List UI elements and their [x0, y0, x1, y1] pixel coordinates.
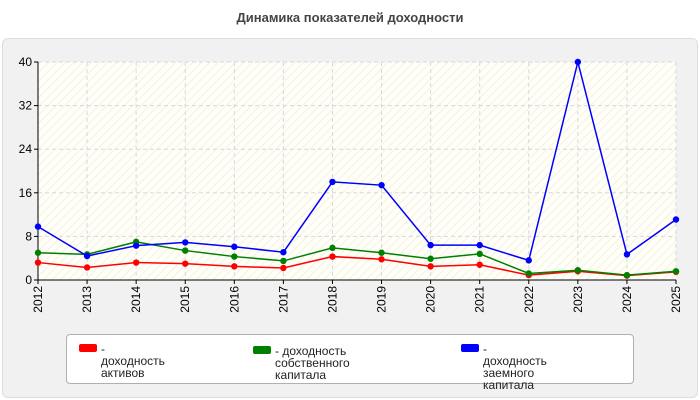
data-point-series-2 [378, 249, 385, 256]
x-tick-label: 2012 [31, 286, 45, 313]
x-tick-label: 2021 [473, 286, 487, 313]
series-line-1 [37, 255, 677, 277]
data-point-series-1 [83, 264, 91, 271]
x-tick-label: 2024 [620, 286, 634, 313]
data-point-series-3 [574, 58, 582, 66]
data-point-series-3 [623, 251, 631, 258]
legend-swatch-assets [79, 344, 97, 352]
data-point-series-1 [427, 263, 434, 270]
data-point-series-2 [34, 249, 42, 256]
data-point-series-1 [280, 264, 287, 272]
x-tick-label: 2016 [227, 286, 241, 313]
x-tick-label: 2025 [669, 286, 683, 313]
y-tick-label: 40 [19, 55, 33, 69]
data-point-series-2 [672, 268, 680, 275]
data-point-series-1 [34, 259, 42, 266]
legend-label-assets: - доходность активов [101, 342, 165, 380]
data-point-series-3 [83, 252, 91, 260]
x-tick-label: 2022 [522, 286, 536, 313]
data-point-series-1 [231, 263, 238, 270]
data-point-series-1 [329, 253, 336, 260]
x-tick-label: 2023 [571, 286, 585, 313]
series-lines [34, 58, 680, 279]
data-point-series-3 [280, 249, 287, 256]
axes [34, 61, 677, 284]
data-point-series-3 [34, 223, 42, 230]
data-point-series-1 [132, 259, 140, 266]
data-point-series-2 [623, 271, 631, 279]
chart-title: Динамика показателей доходности [236, 10, 464, 25]
data-point-series-3 [378, 181, 385, 189]
data-point-series-2 [329, 244, 336, 252]
series-line-2 [37, 241, 677, 276]
legend-label-debt: - доходность заемного капитала [483, 342, 547, 392]
x-tick-label: 2013 [80, 286, 94, 313]
data-point-series-2 [476, 250, 483, 258]
y-tick-label: 24 [19, 142, 33, 156]
x-tick-label: 2018 [325, 286, 339, 313]
y-tick-label: 8 [25, 229, 32, 243]
x-tick-label: 2019 [375, 286, 389, 313]
x-tick-label: 2015 [178, 286, 192, 313]
y-tick-label: 32 [19, 99, 33, 113]
data-point-series-3 [525, 257, 532, 264]
tick-labels: 0 8 16 24 32 40 2012 2013 2014 2015 2016 2017 2018 20… [19, 55, 683, 313]
legend-label-equity: - доходность собственного капитала [275, 344, 350, 382]
data-point-series-3 [476, 241, 483, 249]
data-point-series-2 [231, 253, 238, 260]
x-tick-label: 2017 [276, 286, 290, 313]
series-line-3 [37, 61, 677, 262]
data-point-series-1 [476, 261, 483, 268]
legend-swatch-debt [461, 344, 479, 352]
data-point-series-2 [574, 266, 582, 274]
data-point-series-1 [182, 260, 189, 267]
legend: - доходность активов - доходность собств… [66, 334, 634, 391]
x-tick-label: 2020 [424, 286, 438, 313]
data-point-series-2 [280, 257, 287, 265]
grid-lines [38, 61, 677, 280]
data-point-series-2 [182, 247, 189, 254]
data-point-series-3 [132, 242, 140, 249]
data-point-series-2 [525, 270, 532, 277]
y-tick-label: 16 [19, 186, 33, 200]
data-point-series-1 [378, 256, 385, 263]
data-point-series-3 [182, 239, 189, 246]
data-point-series-3 [231, 243, 238, 250]
x-tick-label: 2014 [129, 286, 143, 313]
y-tick-label: 0 [25, 273, 32, 287]
data-point-series-3 [672, 216, 680, 223]
data-point-series-3 [329, 178, 336, 186]
data-point-series-3 [427, 241, 434, 249]
legend-swatch-equity [253, 346, 271, 354]
data-point-series-2 [427, 255, 434, 262]
